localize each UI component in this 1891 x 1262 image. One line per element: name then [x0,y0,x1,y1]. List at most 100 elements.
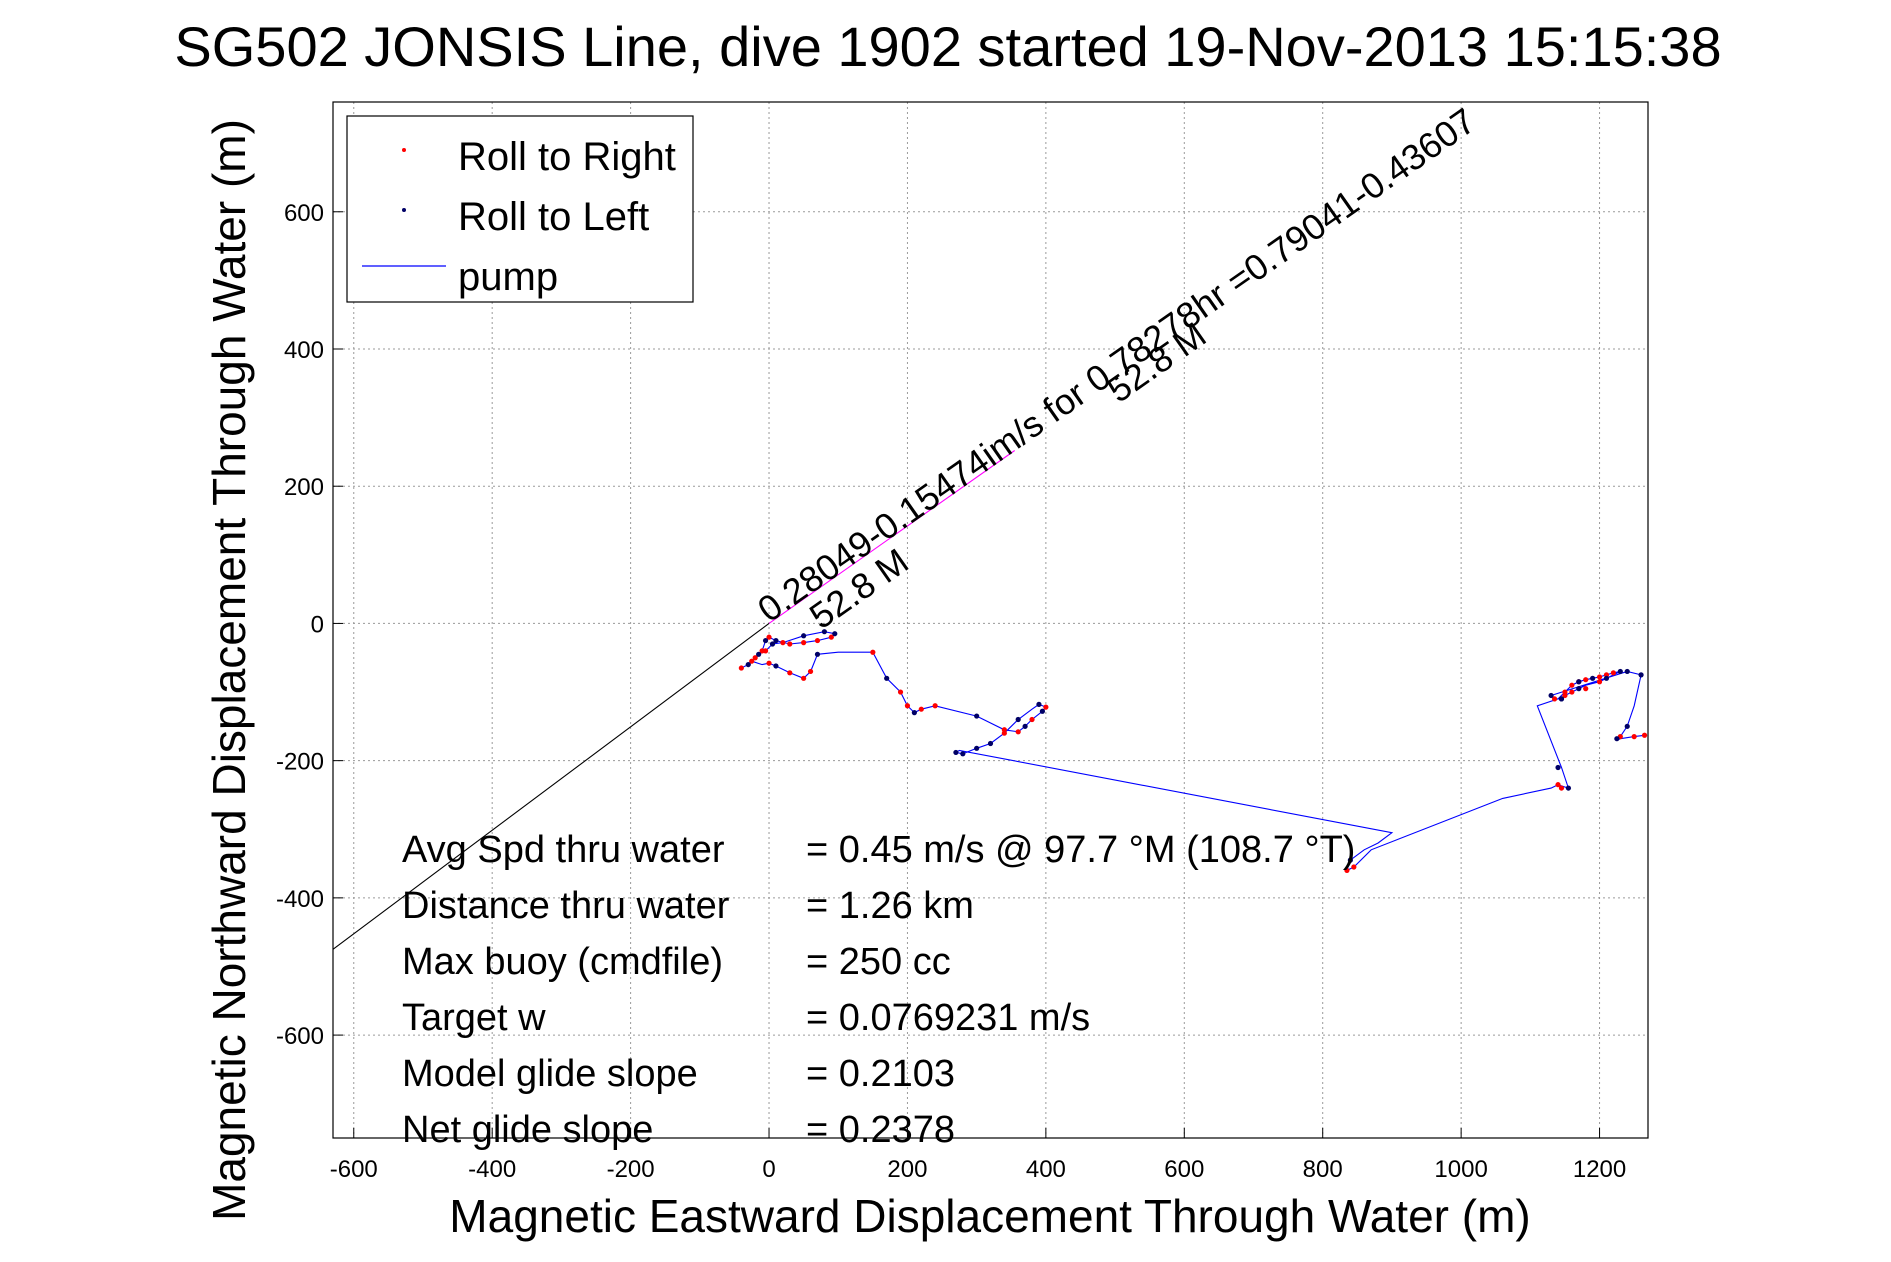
y-tick-label: -400 [276,886,324,913]
point-roll-to-right [738,665,744,671]
point-roll-to-right [1558,785,1565,791]
series-layer [333,450,1648,950]
point-roll-to-right [1555,782,1561,788]
x-tick-label: 1200 [1573,1156,1626,1183]
point-roll-to-right [1583,686,1589,692]
x-axis-label: Magnetic Eastward Displacement Through W… [449,1190,1530,1242]
point-roll-to-left [1555,764,1561,771]
point-roll-to-right [766,634,772,640]
stat-label: Net glide slope [402,1109,653,1151]
stat-label: Avg Spd thru water [402,829,725,871]
point-roll-to-left [801,633,807,639]
x-tick-label: 400 [1026,1156,1066,1183]
x-tick-label: 1000 [1434,1156,1487,1183]
point-roll-to-left [974,745,980,751]
point-roll-to-right [1569,682,1575,688]
stat-value: = 0.2103 [806,1053,955,1095]
point-roll-to-right [807,668,814,675]
stat-label: Distance thru water [402,885,730,927]
point-roll-to-left [974,713,980,719]
y-tick-label: 0 [311,611,324,638]
point-roll-to-left [762,637,769,644]
point-roll-to-left [1614,736,1620,742]
x-tick-label: 600 [1164,1156,1204,1183]
point-roll-to-right [1015,729,1021,735]
point-roll-to-left [832,631,838,637]
point-roll-to-left [756,651,762,657]
point-roll-to-right [762,648,769,654]
series-roll-to-right [738,634,1648,874]
legend-marker-roll-right [402,148,406,152]
x-tick-label: -200 [607,1156,655,1183]
point-roll-to-right [1641,732,1648,738]
grid [333,102,1648,1138]
point-roll-to-left [1638,672,1644,678]
point-roll-to-right [1029,716,1035,723]
point-roll-to-right [828,634,834,640]
stat-value: = 0.45 m/s @ 97.7 °M (108.7 °T) [806,829,1355,871]
point-roll-to-left [821,629,827,635]
point-roll-to-left [987,740,994,747]
point-roll-to-left [773,637,779,644]
y-tick-label: -600 [276,1023,324,1050]
x-tick-label: -400 [468,1156,516,1183]
point-roll-to-right [801,675,807,681]
point-roll-to-left [911,710,917,716]
point-roll-to-right [1596,674,1603,680]
point-roll-to-left [773,663,779,669]
point-roll-to-right [918,706,924,712]
point-roll-to-left [1347,857,1353,863]
legend: Roll to Right Roll to Left pump [346,115,694,303]
point-roll-to-right [932,703,938,709]
point-roll-to-left [1617,668,1623,675]
point-roll-to-left [1576,686,1582,692]
x-tick-label: -600 [330,1156,378,1183]
legend-label-pump: pump [458,255,558,299]
series-line-current [768,450,1016,624]
point-roll-to-right [749,658,755,664]
dive-stats: Avg Spd thru water = 0.45 m/s @ 97.7 °M (… [402,829,1355,1151]
point-roll-to-right [1569,689,1575,695]
point-roll-to-left [1590,675,1596,681]
y-axis-label: Magnetic Northward Displacement Through … [203,119,255,1221]
point-roll-to-right [1631,734,1637,740]
point-roll-to-right [780,640,786,646]
point-roll-to-left [1036,701,1042,707]
y-tick-label: 600 [284,200,324,227]
stat-label: Max buoy (cmdfile) [402,941,723,983]
point-roll-to-right [1610,670,1616,676]
point-roll-to-right [870,649,876,655]
point-roll-to-left [1039,708,1046,714]
point-roll-to-left [1022,723,1028,729]
point-roll-to-right [1001,730,1007,736]
point-roll-to-right [1583,677,1589,683]
stat-label: Model glide slope [402,1053,698,1095]
stat-value: = 1.26 km [806,885,974,927]
point-roll-to-right [1562,692,1568,699]
point-roll-to-right [814,637,821,644]
stat-label: Target w [402,997,546,1039]
series-roll-to-left [745,629,1644,863]
point-roll-to-right [1551,696,1558,702]
point-roll-to-left [1565,785,1572,791]
point-roll-to-left [1576,679,1582,685]
y-tick-label: -200 [276,749,324,776]
plot-frame [332,101,1649,1139]
legend-label-roll-right: Roll to Right [458,135,676,179]
x-tick-label: 800 [1303,1156,1343,1183]
point-roll-to-right [801,640,807,646]
legend-marker-roll-left [402,208,406,212]
point-roll-to-left [1624,723,1630,729]
legend-label-roll-left: Roll to Left [458,195,649,239]
y-tick-label: 200 [284,474,324,501]
point-roll-to-right [787,670,793,676]
point-roll-to-left [814,651,821,657]
point-roll-to-right [787,641,793,647]
point-roll-to-right [766,660,772,666]
x-axis-ticks: -600 -400 -200 0 200 400 600 800 1000 1200 [330,1128,1626,1183]
series-line-heading [333,622,770,950]
point-roll-to-left [745,661,751,668]
point-roll-to-left [1558,696,1565,702]
x-tick-label: 200 [887,1156,927,1183]
